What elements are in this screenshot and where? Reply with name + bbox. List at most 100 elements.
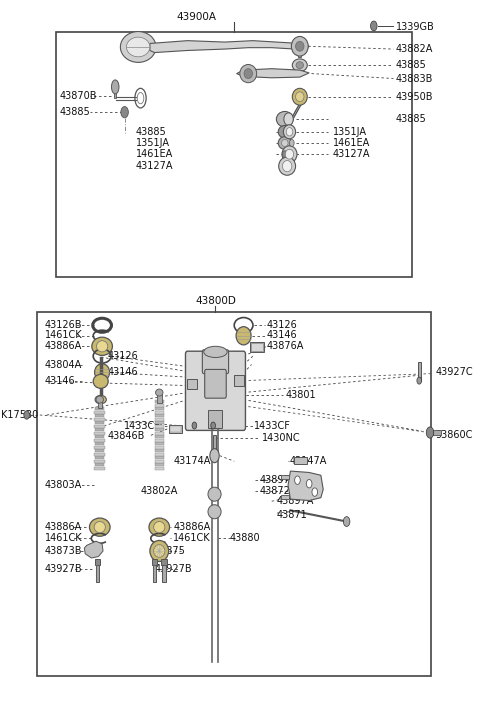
Ellipse shape [285,149,294,159]
Polygon shape [288,471,323,501]
Text: 43927C: 43927C [436,367,473,376]
Circle shape [306,479,312,488]
Circle shape [343,517,350,526]
Bar [94,446,106,449]
Bar [155,446,164,449]
Text: 43886A: 43886A [45,522,82,532]
Ellipse shape [93,374,108,388]
Bar [95,463,105,466]
Bar [95,456,105,459]
Ellipse shape [282,161,292,172]
Bar [56,32,412,277]
Bar [95,414,105,417]
Bar [95,559,100,565]
Ellipse shape [94,522,106,533]
Circle shape [210,449,219,463]
Ellipse shape [111,80,119,94]
Bar [155,460,164,463]
Text: 43875: 43875 [155,546,185,556]
Ellipse shape [292,88,307,105]
Text: 43897: 43897 [260,475,291,485]
Text: 43126: 43126 [267,320,298,330]
Bar [157,393,162,403]
Text: 43883B: 43883B [396,74,433,83]
Bar [208,410,223,428]
Text: 43927B: 43927B [45,564,82,574]
Text: 43871: 43871 [276,510,307,520]
Ellipse shape [279,157,296,175]
Ellipse shape [296,92,304,102]
Text: 1430NC: 1430NC [262,433,301,443]
Text: 1433CF: 1433CF [124,421,161,430]
Text: 43950B: 43950B [396,92,433,102]
Bar [155,428,164,431]
Bar [94,425,106,428]
Ellipse shape [150,540,168,562]
Ellipse shape [208,487,221,501]
FancyBboxPatch shape [185,351,245,430]
Ellipse shape [92,337,112,355]
Text: 43146: 43146 [45,376,75,386]
Bar [96,562,99,582]
Text: 43846B: 43846B [108,431,145,441]
Bar [155,467,164,470]
Text: 43882A: 43882A [396,44,433,54]
Bar [433,430,441,435]
Text: K17530: K17530 [1,410,39,420]
Bar [169,426,181,432]
Text: 43885: 43885 [396,60,427,70]
Bar [155,404,164,407]
Text: 1433CF: 1433CF [254,421,291,430]
Bar [161,559,167,565]
Ellipse shape [286,128,293,136]
Ellipse shape [282,146,297,163]
Bar [250,342,264,352]
Ellipse shape [283,125,296,139]
Bar [95,421,105,424]
Text: 43127A: 43127A [136,161,173,171]
Ellipse shape [284,113,293,125]
Bar [155,456,164,459]
Bar [94,418,106,421]
Bar [95,407,105,410]
Bar [94,453,106,456]
Text: 43885: 43885 [60,107,91,117]
Bar [187,379,197,389]
Bar [114,87,116,98]
Bar [168,425,182,433]
Bar [299,49,301,57]
Bar [155,432,164,435]
Bar [152,559,157,565]
Bar [155,411,164,414]
Bar [94,460,106,463]
Text: 93860C: 93860C [436,430,473,440]
Ellipse shape [204,346,227,358]
Ellipse shape [291,36,308,56]
Ellipse shape [156,389,163,396]
Polygon shape [237,69,309,78]
Bar [95,449,105,452]
Bar [155,421,164,424]
Text: 43146: 43146 [267,330,298,340]
Ellipse shape [296,41,304,51]
Bar [94,411,106,414]
Ellipse shape [278,125,291,138]
Bar [155,418,164,421]
Bar [155,407,164,410]
Ellipse shape [208,505,221,519]
Ellipse shape [244,69,252,79]
Ellipse shape [96,396,104,403]
Bar [155,453,164,456]
Text: 1461CK: 1461CK [173,533,211,543]
Circle shape [289,139,294,147]
Ellipse shape [278,137,291,149]
Bar [95,428,105,431]
Text: 1461EA: 1461EA [333,138,370,148]
Bar [155,425,164,428]
Bar [95,435,105,438]
Text: 43127A: 43127A [333,149,370,159]
Ellipse shape [276,111,293,127]
Text: 1461EA: 1461EA [136,149,173,159]
Text: 43126B: 43126B [45,320,82,330]
Ellipse shape [292,59,307,72]
